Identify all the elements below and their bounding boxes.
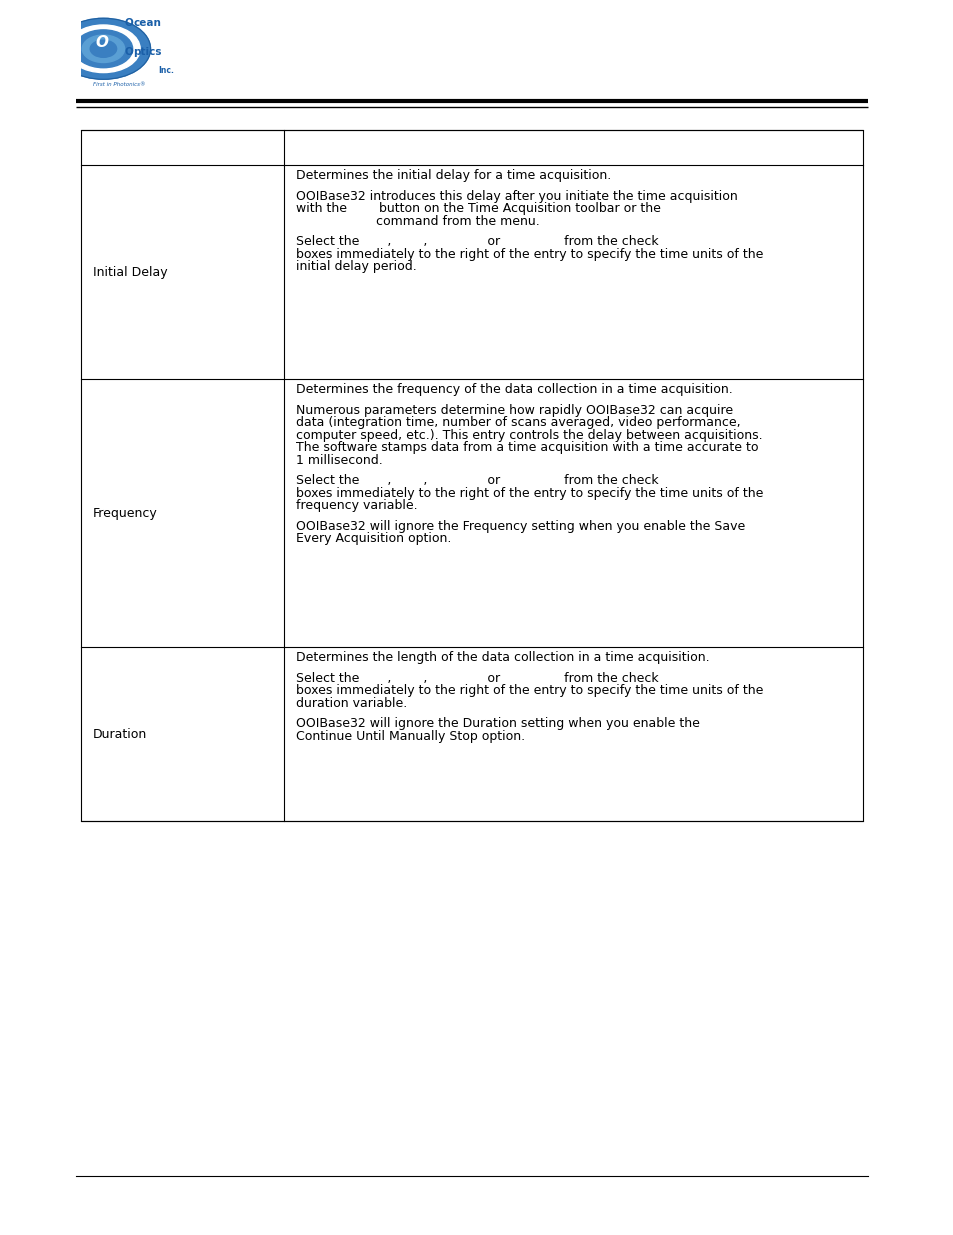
Text: The software stamps data from a time acquisition with a time accurate to: The software stamps data from a time acq… bbox=[295, 441, 758, 454]
Text: Duration: Duration bbox=[92, 727, 147, 741]
Circle shape bbox=[82, 35, 125, 63]
Text: initial delay period.: initial delay period. bbox=[295, 261, 416, 273]
Text: Frequency: Frequency bbox=[92, 506, 157, 520]
Circle shape bbox=[56, 19, 151, 79]
Text: Numerous parameters determine how rapidly OOIBase32 can acquire: Numerous parameters determine how rapidl… bbox=[295, 404, 732, 416]
Circle shape bbox=[67, 25, 140, 73]
Text: OOIBase32 will ignore the Duration setting when you enable the: OOIBase32 will ignore the Duration setti… bbox=[295, 718, 700, 730]
Text: boxes immediately to the right of the entry to specify the time units of the: boxes immediately to the right of the en… bbox=[295, 487, 762, 500]
Text: Determines the frequency of the data collection in a time acquisition.: Determines the frequency of the data col… bbox=[295, 383, 732, 396]
Text: Determines the initial delay for a time acquisition.: Determines the initial delay for a time … bbox=[295, 169, 611, 183]
Text: OOIBase32 will ignore the Frequency setting when you enable the Save: OOIBase32 will ignore the Frequency sett… bbox=[295, 520, 744, 532]
Text: Inc.: Inc. bbox=[158, 67, 173, 75]
Text: cean: cean bbox=[133, 19, 161, 28]
Text: frequency variable.: frequency variable. bbox=[295, 499, 417, 513]
Text: OOIBase32 introduces this delay after you initiate the time acquisition: OOIBase32 introduces this delay after yo… bbox=[295, 190, 737, 203]
Text: Every Acquisition option.: Every Acquisition option. bbox=[295, 532, 451, 546]
Text: Continue Until Manually Stop option.: Continue Until Manually Stop option. bbox=[295, 730, 524, 742]
Text: Select the       ,        ,               or                from the check: Select the , , or from the check bbox=[295, 474, 658, 487]
Text: with the        button on the Time Acquisition toolbar or the: with the button on the Time Acquisition … bbox=[295, 203, 660, 215]
Text: computer speed, etc.). This entry controls the delay between acquisitions.: computer speed, etc.). This entry contro… bbox=[295, 429, 761, 442]
Text: First in Photonics®: First in Photonics® bbox=[93, 83, 146, 88]
Text: Initial Delay: Initial Delay bbox=[92, 266, 167, 279]
Text: command from the menu.: command from the menu. bbox=[295, 215, 539, 228]
Text: ptics: ptics bbox=[133, 47, 161, 57]
Text: O: O bbox=[95, 35, 109, 49]
Circle shape bbox=[91, 41, 116, 57]
Text: boxes immediately to the right of the entry to specify the time units of the: boxes immediately to the right of the en… bbox=[295, 248, 762, 261]
Bar bbox=[81, 130, 862, 821]
Text: Determines the length of the data collection in a time acquisition.: Determines the length of the data collec… bbox=[295, 651, 709, 664]
Text: 1 millisecond.: 1 millisecond. bbox=[295, 453, 382, 467]
Text: Select the       ,        ,               or                from the check: Select the , , or from the check bbox=[295, 236, 658, 248]
Text: duration variable.: duration variable. bbox=[295, 697, 407, 710]
Text: O: O bbox=[124, 47, 133, 57]
Text: Select the       ,        ,               or                from the check: Select the , , or from the check bbox=[295, 672, 658, 684]
Text: O: O bbox=[124, 19, 133, 28]
Text: boxes immediately to the right of the entry to specify the time units of the: boxes immediately to the right of the en… bbox=[295, 684, 762, 697]
Circle shape bbox=[74, 30, 132, 68]
Text: data (integration time, number of scans averaged, video performance,: data (integration time, number of scans … bbox=[295, 416, 740, 429]
